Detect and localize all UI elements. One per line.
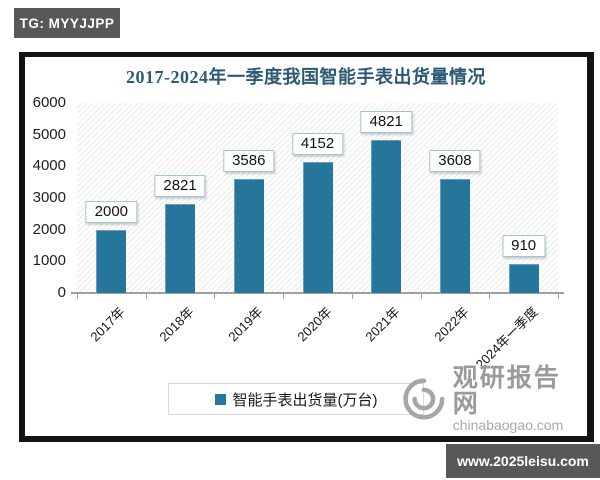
watermark-domain: chinabaogao.com <box>452 417 564 433</box>
bar-value-label: 2821 <box>154 175 206 197</box>
site-url-badge: www.2025leisu.com <box>446 444 600 478</box>
x-axis-line <box>71 292 564 294</box>
y-axis: 0 1000 2000 3000 4000 5000 6000 <box>25 57 71 436</box>
bar <box>165 204 196 293</box>
bar-value-label: 4821 <box>360 111 412 133</box>
y-tick-label: 1000 <box>32 252 66 270</box>
bar <box>371 140 402 293</box>
bar <box>508 264 539 293</box>
x-axis-tick <box>214 294 215 299</box>
bar <box>302 162 333 293</box>
chart-frame: 2017-2024年一季度我国智能手表出货量情况 0 1000 2000 3000 40… <box>19 52 594 442</box>
bar-value-label: 4152 <box>291 133 344 155</box>
bar-value-label: 910 <box>502 235 546 257</box>
x-axis-tick <box>283 294 284 299</box>
bar-value-label: 2000 <box>85 201 138 223</box>
watermark: 观研报告网 chinabaogao.com <box>401 365 587 433</box>
bar <box>439 179 470 293</box>
x-axis-tick <box>558 294 559 299</box>
legend: 智能手表出货量(万台) <box>168 383 424 415</box>
chart-title: 2017-2024年一季度我国智能手表出货量情况 <box>126 67 486 87</box>
legend-label: 智能手表出货量(万台) <box>232 391 378 409</box>
swirl-logo-icon <box>403 378 445 420</box>
bar-value-label: 3586 <box>223 150 275 172</box>
y-tick-label: 6000 <box>32 94 66 111</box>
tg-watermark-badge: TG: MYYJJPP <box>14 8 120 38</box>
x-axis-tick <box>352 294 353 299</box>
y-tick-label: 0 <box>57 284 66 301</box>
plot-area: 2000 2017年 2821 2018年 3586 2019年 4152 2020年 4821… <box>71 103 564 372</box>
x-axis-tick <box>489 294 490 299</box>
x-axis-tick <box>77 294 78 299</box>
bar <box>233 179 264 293</box>
x-axis-tick <box>146 294 147 299</box>
y-tick-label: 4000 <box>32 157 66 175</box>
bar <box>96 230 127 293</box>
bar-value-label: 3608 <box>429 150 481 172</box>
y-tick-label: 3000 <box>32 189 66 206</box>
watermark-text: 观研报告网 chinabaogao.com <box>453 365 587 433</box>
y-tick-label: 2000 <box>32 220 66 238</box>
y-tick-label: 5000 <box>32 125 66 143</box>
x-axis-tick <box>421 294 422 299</box>
watermark-site-name: 观研报告网 <box>452 364 561 418</box>
legend-swatch-icon <box>214 393 226 405</box>
